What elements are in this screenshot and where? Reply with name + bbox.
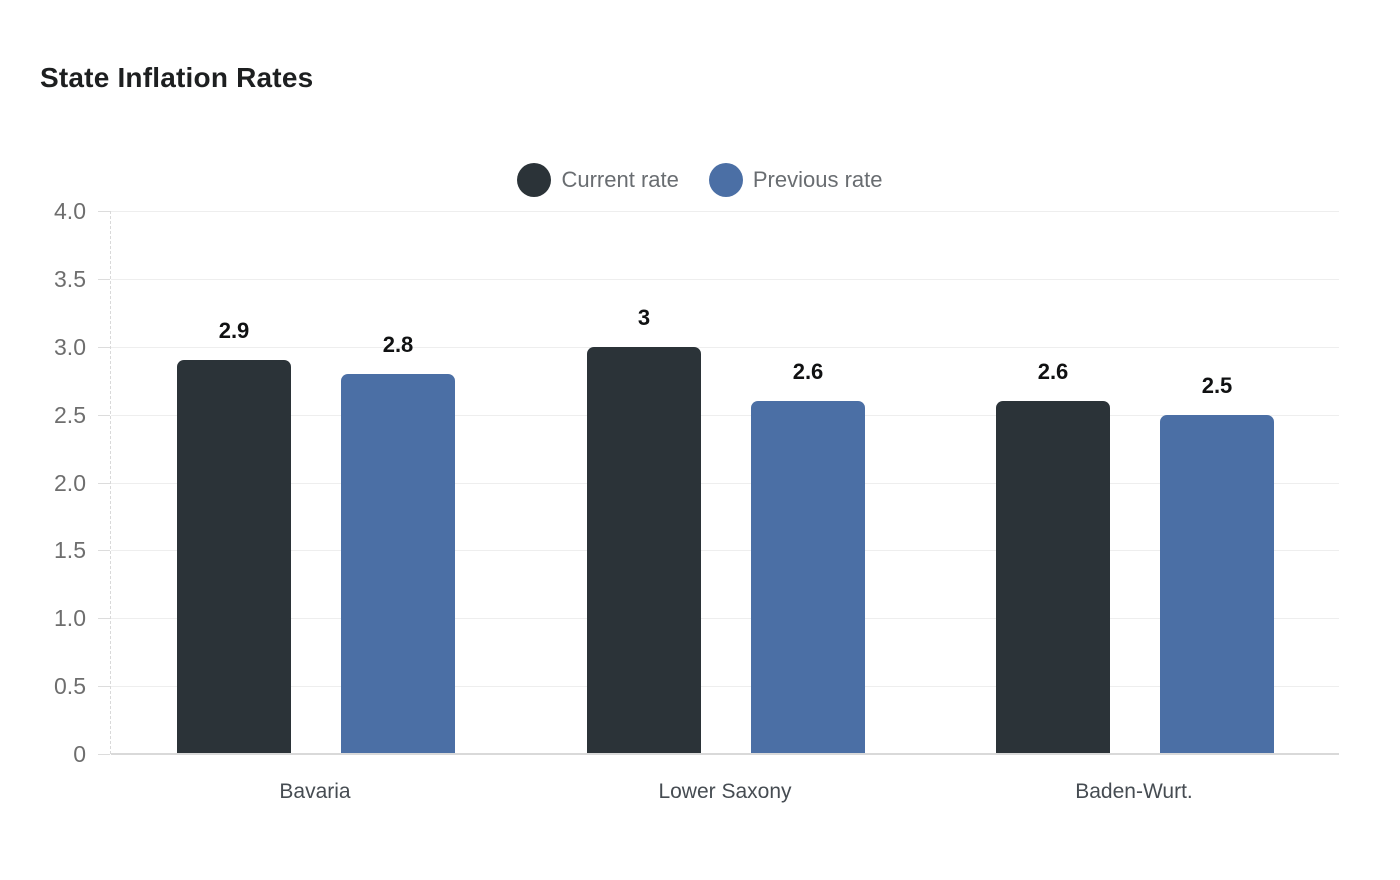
- chart-title: State Inflation Rates: [40, 62, 314, 93]
- y-tick-mark: [98, 415, 110, 416]
- bar-previous-rate-baden-wurt: [1160, 415, 1274, 754]
- bar-current-rate-bavaria: [177, 360, 291, 754]
- x-axis-baseline: [111, 753, 1339, 755]
- y-tick-label: 1.0: [54, 605, 86, 631]
- y-tick-mark: [98, 686, 110, 687]
- gridline: [111, 618, 1339, 619]
- y-tick-label: 2.0: [54, 470, 86, 496]
- y-tick-mark: [98, 211, 110, 212]
- x-tick-label-bavaria: Bavaria: [279, 780, 351, 803]
- y-tick-label: 0: [73, 741, 86, 767]
- y-tick-label: 1.5: [54, 537, 86, 563]
- y-tick-label: 3.5: [54, 266, 86, 292]
- legend-item-previous-rate[interactable]: Previous rate: [708, 163, 883, 197]
- y-tick-label: 2.5: [54, 402, 86, 428]
- gridline: [111, 347, 1339, 348]
- bar-previous-rate-lower-saxony: [751, 401, 865, 754]
- bar-value-label-current-rate-bavaria: 2.9: [218, 318, 250, 343]
- y-tick-mark: [98, 279, 110, 280]
- y-tick-label: 4.0: [54, 198, 86, 224]
- legend-label: Previous rate: [752, 167, 883, 192]
- plot-area: 2.9 2.8 3 2.6 2.6 2.5: [98, 211, 1339, 755]
- chart-legend: Current rate Previous rate: [0, 161, 1400, 199]
- gridline: [111, 686, 1339, 687]
- y-tick-mark: [98, 754, 110, 755]
- y-tick-label: 0.5: [54, 673, 86, 699]
- legend-label: Current rate: [561, 167, 679, 192]
- y-tick-mark: [98, 483, 110, 484]
- x-tick-label-baden-wurt: Baden-Wurt.: [1075, 780, 1193, 803]
- gridline: [111, 415, 1339, 416]
- x-tick-label-lower-saxony: Lower Saxony: [658, 780, 792, 803]
- x-axis: Bavaria Lower Saxony Baden-Wurt.: [110, 780, 1339, 810]
- gridline: [111, 483, 1339, 484]
- bar-value-label-previous-rate-bavaria: 2.8: [382, 332, 414, 357]
- y-tick-mark: [98, 618, 110, 619]
- bar-previous-rate-bavaria: [341, 374, 455, 754]
- y-tick-label: 3.0: [54, 334, 86, 360]
- legend-item-current-rate[interactable]: Current rate: [517, 163, 679, 197]
- bar-value-label-current-rate-lower-saxony: 3: [637, 305, 651, 330]
- bar-value-label-previous-rate-lower-saxony: 2.6: [792, 359, 824, 384]
- bar-value-label-previous-rate-baden-wurt: 2.5: [1201, 373, 1233, 398]
- bar-value-label-current-rate-baden-wurt: 2.6: [1037, 359, 1069, 384]
- bar-current-rate-lower-saxony: [587, 347, 701, 754]
- gridline: [111, 279, 1339, 280]
- gridline: [111, 550, 1339, 551]
- y-tick-mark: [98, 550, 110, 551]
- y-tick-mark: [98, 347, 110, 348]
- previous-rate-swatch-icon: [708, 163, 743, 197]
- current-rate-swatch-icon: [517, 163, 552, 197]
- y-axis: 4.0 3.5 3.0 2.5 2.0 1.5 1.0 0.5 0: [0, 198, 86, 767]
- bar-current-rate-baden-wurt: [996, 401, 1110, 754]
- gridline: [111, 211, 1339, 212]
